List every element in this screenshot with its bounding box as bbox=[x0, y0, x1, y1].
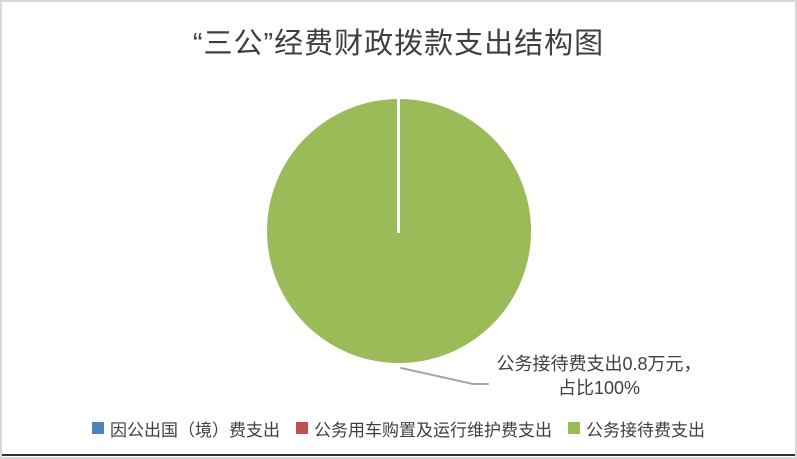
legend-label-vehicle: 公务用车购置及运行维护费支出 bbox=[314, 420, 552, 440]
legend-item-abroad: 因公出国（境）费支出 bbox=[92, 416, 280, 441]
legend-item-reception: 公务接待费支出 bbox=[568, 416, 705, 441]
chart-title: “三公”经费财政拨款支出结构图 bbox=[192, 28, 605, 60]
legend: 因公出国（境）费支出 公务用车购置及运行维护费支出 公务接待费支出 bbox=[2, 415, 795, 441]
data-label: 公务接待费支出0.8万元， 占比100% bbox=[470, 352, 728, 400]
legend-item-vehicle: 公务用车购置及运行维护费支出 bbox=[296, 416, 552, 441]
legend-swatch-red-icon bbox=[296, 422, 308, 434]
legend-swatch-green-icon bbox=[568, 422, 580, 434]
legend-swatch-blue-icon bbox=[92, 422, 104, 434]
data-label-line1: 公务接待费支出0.8万元， bbox=[496, 354, 702, 374]
data-label-line2: 占比100% bbox=[557, 378, 641, 398]
legend-label-abroad: 因公出国（境）费支出 bbox=[110, 420, 280, 440]
bottom-border-line bbox=[2, 454, 795, 456]
pie-slice-seam bbox=[397, 99, 400, 233]
legend-label-reception: 公务接待费支出 bbox=[586, 420, 705, 440]
